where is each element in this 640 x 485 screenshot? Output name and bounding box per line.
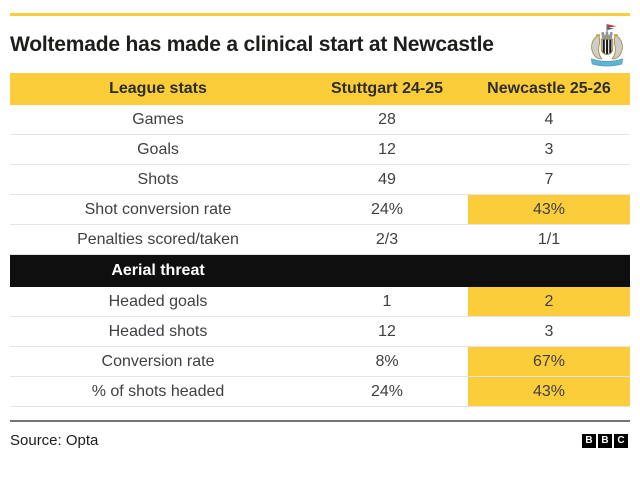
row-label: Shot conversion rate	[10, 195, 306, 225]
source-credit: Source: Opta	[10, 432, 99, 449]
table-row-games: Games 28 4	[10, 105, 630, 135]
stuttgart-value: 12	[306, 317, 468, 347]
stuttgart-value: 2/3	[306, 225, 468, 255]
stuttgart-value: 12	[306, 135, 468, 165]
table-row-pct-shots-headed: % of shots headed 24% 43%	[10, 377, 630, 407]
row-label: % of shots headed	[10, 377, 306, 407]
row-label: Goals	[10, 135, 306, 165]
newcastle-value: 3	[468, 135, 630, 165]
table-row-conversion-rate: Conversion rate 8% 67%	[10, 347, 630, 377]
table-row-shots: Shots 49 7	[10, 165, 630, 195]
table-header-row: League stats Stuttgart 24-25 Newcastle 2…	[10, 73, 630, 105]
stuttgart-value: 24%	[306, 377, 468, 407]
row-label: Conversion rate	[10, 347, 306, 377]
table-row-shot-conversion-rate: Shot conversion rate 24% 43%	[10, 195, 630, 225]
row-label: Games	[10, 105, 306, 135]
row-label: Shots	[10, 165, 306, 195]
page-title: Woltemade has made a clinical start at N…	[10, 32, 494, 56]
newcastle-value-highlighted: 43%	[468, 195, 630, 225]
newcastle-value-highlighted: 43%	[468, 377, 630, 407]
newcastle-value: 4	[468, 105, 630, 135]
table-row-headed-goals: Headed goals 1 2	[10, 287, 630, 317]
infographic: Woltemade has made a clinical start at N…	[0, 13, 640, 485]
column-header-newcastle: Newcastle 25-26	[487, 80, 611, 97]
footer: Source: Opta B B C	[10, 432, 630, 449]
section-header-aerial-threat: Aerial threat	[10, 255, 630, 287]
bbc-logo-block: C	[614, 433, 628, 448]
stuttgart-value: 1	[306, 287, 468, 317]
table-row-headed-shots: Headed shots 12 3	[10, 317, 630, 347]
bbc-logo: B B C	[582, 433, 628, 448]
stuttgart-value: 28	[306, 105, 468, 135]
stuttgart-value: 8%	[306, 347, 468, 377]
row-label: Penalties scored/taken	[10, 225, 306, 255]
row-label: Headed shots	[10, 317, 306, 347]
footer-divider	[10, 420, 630, 422]
masthead: Woltemade has made a clinical start at N…	[10, 16, 630, 73]
newcastle-value: 7	[468, 165, 630, 195]
column-header-stuttgart: Stuttgart 24-25	[330, 80, 444, 97]
bbc-logo-block: B	[598, 433, 612, 448]
section-header-label: Aerial threat	[111, 262, 205, 279]
newcastle-value: 3	[468, 317, 630, 347]
stats-table: League stats Stuttgart 24-25 Newcastle 2…	[10, 73, 630, 407]
bbc-logo-block: B	[582, 433, 596, 448]
stuttgart-value: 49	[306, 165, 468, 195]
table-row-goals: Goals 12 3	[10, 135, 630, 165]
newcastle-value: 1/1	[468, 225, 630, 255]
newcastle-value-highlighted: 67%	[468, 347, 630, 377]
column-header-league-stats: League stats	[109, 80, 207, 97]
top-accent-rule	[10, 13, 630, 16]
stuttgart-value: 24%	[306, 195, 468, 225]
table-row-penalties: Penalties scored/taken 2/3 1/1	[10, 225, 630, 255]
newcastle-value-highlighted: 2	[468, 287, 630, 317]
newcastle-crest-icon	[590, 23, 624, 66]
row-label: Headed goals	[10, 287, 306, 317]
